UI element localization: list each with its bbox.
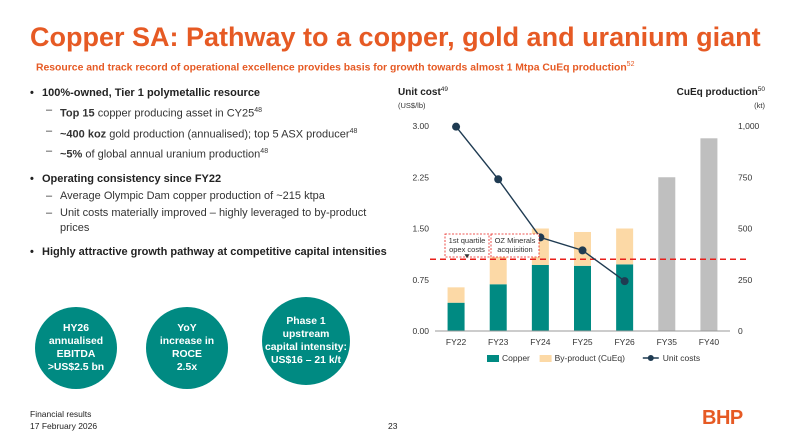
right-tick-label: 1,000: [738, 121, 760, 131]
legend-label: Unit costs: [663, 353, 700, 363]
page-number: 23: [388, 421, 398, 431]
right-axis-title: CuEq production50: [677, 86, 766, 98]
left-axis-title-ref: 49: [441, 86, 449, 93]
unit-cost-production-chart: Unit cost49 (US$/lb) CuEq production50 (…: [398, 86, 766, 363]
x-tick-label: FY22: [446, 337, 467, 347]
plot-area: 3.00 2.25 1.50 0.75 0.00 1,000 750 500 250 0 FY22 F…: [412, 121, 759, 363]
left-tick-label: 0.00: [412, 326, 429, 336]
subtitle-text: Resource and track record of operational…: [36, 62, 627, 74]
sub-bullet-strong: Top 15: [60, 107, 95, 120]
right-tick-label: 250: [738, 275, 752, 285]
kpi-circle-ebitda: HY26 annualised EBITDA >US$2.5 bn: [35, 307, 117, 389]
bar-copper: [574, 265, 591, 331]
x-tick-label: FY25: [572, 337, 593, 347]
unit-cost-point: [620, 277, 629, 286]
bhp-logo: BHP: [702, 407, 743, 429]
left-tick-label: 2.25: [412, 172, 429, 182]
left-tick-label: 0.75: [412, 275, 429, 285]
footnote-ref: 48: [254, 107, 263, 114]
legend-label: By-product (CuEq): [555, 353, 626, 363]
left-axis-title-text: Unit cost: [398, 87, 441, 98]
bullet-list: 100%-owned, Tier 1 polymetallic resource…: [30, 86, 390, 260]
x-tick-label: FY24: [530, 337, 551, 347]
sub-bullet-text: copper producing asset in CY25: [94, 107, 255, 120]
page-subtitle: Resource and track record of operational…: [36, 61, 634, 73]
subtitle-footnote-ref: 52: [626, 61, 635, 68]
bar-byproduct: [489, 256, 507, 285]
unit-cost-point: [494, 175, 503, 184]
kpi-circle-roce: YoY increase in ROCE 2.5x: [146, 307, 228, 389]
sub-bullet-unit-costs: Unit costs materially improved – highly …: [30, 206, 370, 236]
footer-event: Financial results 17 February 2026: [30, 409, 98, 431]
annotation-box: [490, 233, 540, 258]
bullet-resource: 100%-owned, Tier 1 polymetallic resource: [30, 86, 390, 101]
bar-byproduct: [616, 228, 634, 265]
sub-bullet-gold: ~400 koz gold production (annualised); t…: [30, 124, 390, 143]
bar-future-production: [658, 177, 676, 331]
annotation-text: OZ Minerals: [495, 236, 536, 245]
unit-cost-point: [452, 122, 461, 131]
bar-copper: [616, 264, 634, 331]
sub-bullet-strong: ~400 koz: [60, 128, 107, 141]
left-tick-label: 3.00: [412, 121, 429, 131]
right-axis-title-ref: 50: [758, 86, 766, 93]
left-axis-unit: (US$/lb): [398, 101, 426, 110]
kpi-circle-capital-intensity: Phase 1 upstream capital intensity: US$1…: [262, 297, 350, 385]
annotation-text: 1st quartile: [449, 236, 486, 245]
right-tick-label: 750: [738, 172, 752, 182]
legend-swatch: [539, 355, 552, 362]
bar-future-production: [700, 138, 718, 331]
bullet-growth: Highly attractive growth pathway at comp…: [30, 245, 390, 260]
x-tick-label: FY23: [488, 337, 509, 347]
x-tick-label: FY40: [699, 337, 720, 347]
left-tick-label: 1.50: [412, 224, 429, 234]
legend-swatch: [487, 355, 499, 362]
left-axis-title: Unit cost49: [398, 86, 448, 98]
bullet-consistency: Operating consistency since FY22: [30, 172, 390, 187]
right-tick-label: 0: [738, 326, 743, 336]
right-tick-label: 500: [738, 224, 752, 234]
bar-byproduct: [447, 287, 465, 303]
sub-bullet-strong: ~5%: [60, 148, 83, 161]
sub-bullet-copper-rank: Top 15 copper producing asset in CY2548: [30, 103, 390, 122]
x-tick-label: FY26: [614, 337, 635, 347]
footnote-ref: 48: [349, 127, 358, 135]
sub-bullet-text: gold production (annualised); top 5 ASX …: [106, 128, 350, 141]
bar-copper: [447, 302, 465, 331]
annotation-text: opex costs: [449, 245, 485, 254]
right-axis-title-text: CuEq production: [677, 87, 758, 98]
legend-label: Copper: [502, 353, 530, 363]
sub-bullet-uranium: ~5% of global annual uranium production4…: [30, 144, 390, 163]
annotation-arrow-head: [464, 254, 470, 259]
legend-marker: [647, 355, 654, 361]
sub-bullet-olympic-dam: Average Olympic Dam copper production of…: [30, 189, 390, 204]
right-axis-unit: (kt): [754, 101, 765, 110]
annotation-text: acquisition: [497, 245, 532, 254]
footnote-ref: 48: [260, 148, 269, 156]
x-tick-label: FY35: [657, 337, 678, 347]
bar-copper: [489, 284, 507, 331]
unit-cost-point: [578, 246, 587, 255]
sub-bullet-text: of global annual uranium production: [82, 148, 261, 161]
page-title: Copper SA: Pathway to a copper, gold and…: [30, 22, 761, 52]
bar-copper: [531, 264, 549, 331]
